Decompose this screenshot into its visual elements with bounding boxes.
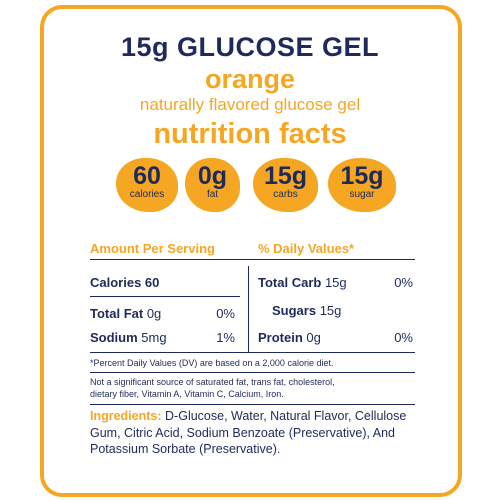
label-border (40, 5, 462, 497)
badge: 15g sugar (328, 158, 396, 212)
nutrient-label: Sugars (272, 303, 317, 318)
nutrient-amount: 15g (324, 275, 347, 290)
nutrient-amount: 15g (319, 303, 342, 318)
badge-value: 60 (133, 162, 161, 190)
rule (90, 296, 240, 297)
divider (248, 266, 249, 352)
nutrient-row: Total Carb 15g (258, 275, 347, 290)
daily-value: 0% (394, 330, 413, 345)
badge-label: sugar (349, 189, 375, 200)
table-header: % Daily Values* (258, 241, 355, 256)
badge-value: 15g (263, 162, 308, 190)
ingredients-label: Ingredients: (90, 409, 162, 423)
nutrient-label: Sodium (90, 330, 138, 345)
badge-label: calories (129, 189, 165, 200)
rule (90, 372, 415, 373)
badge-value: 0g (197, 162, 228, 190)
daily-value: 0% (394, 275, 413, 290)
nutrient-row: Protein 0g (258, 330, 321, 345)
badge-label: carbs (273, 189, 298, 200)
nutrient-amount: 0g (306, 330, 321, 345)
nutrient-row: Sodium 5mg (90, 330, 167, 345)
nutrient-row: Total Fat 0g (90, 306, 161, 321)
section-title: nutrition facts (153, 118, 347, 150)
badge: 15g carbs (253, 158, 318, 212)
daily-value: 1% (216, 330, 235, 345)
product-title: 15g GLUCOSE GEL (120, 32, 380, 62)
rule (90, 404, 415, 405)
table-header: Amount Per Serving (90, 241, 215, 256)
subtitle: naturally flavored glucose gel (139, 95, 361, 114)
ingredients: Ingredients: D-Glucose, Water, Natural F… (90, 408, 420, 458)
footnote: *Percent Daily Values (DV) are based on … (90, 358, 334, 368)
ingredients-text: D-Glucose, Water, Natural Flavor, Cellul… (90, 409, 407, 456)
badge: 0g fat (185, 158, 240, 212)
nutrient-label: Total Fat (90, 306, 144, 321)
daily-value: 0% (216, 306, 235, 321)
rule (90, 259, 415, 260)
nutrient-amount: 0g (146, 306, 162, 321)
nutrient-label: Protein (258, 330, 303, 345)
nutrient-row: Calories 60 (90, 275, 159, 290)
nutrient-label: Calories 60 (90, 275, 160, 290)
rule (90, 352, 415, 353)
nutrient-amount: 5mg (141, 330, 167, 345)
badge: 60 calories (116, 158, 178, 212)
disclaimer: Not a significant source of saturated fa… (90, 377, 335, 399)
badge-label: fat (206, 189, 219, 200)
flavor: orange (204, 64, 296, 94)
nutrient-label: Total Carb (258, 275, 322, 290)
nutrient-row: Sugars 15g (272, 303, 341, 318)
badge-value: 15g (340, 162, 384, 190)
